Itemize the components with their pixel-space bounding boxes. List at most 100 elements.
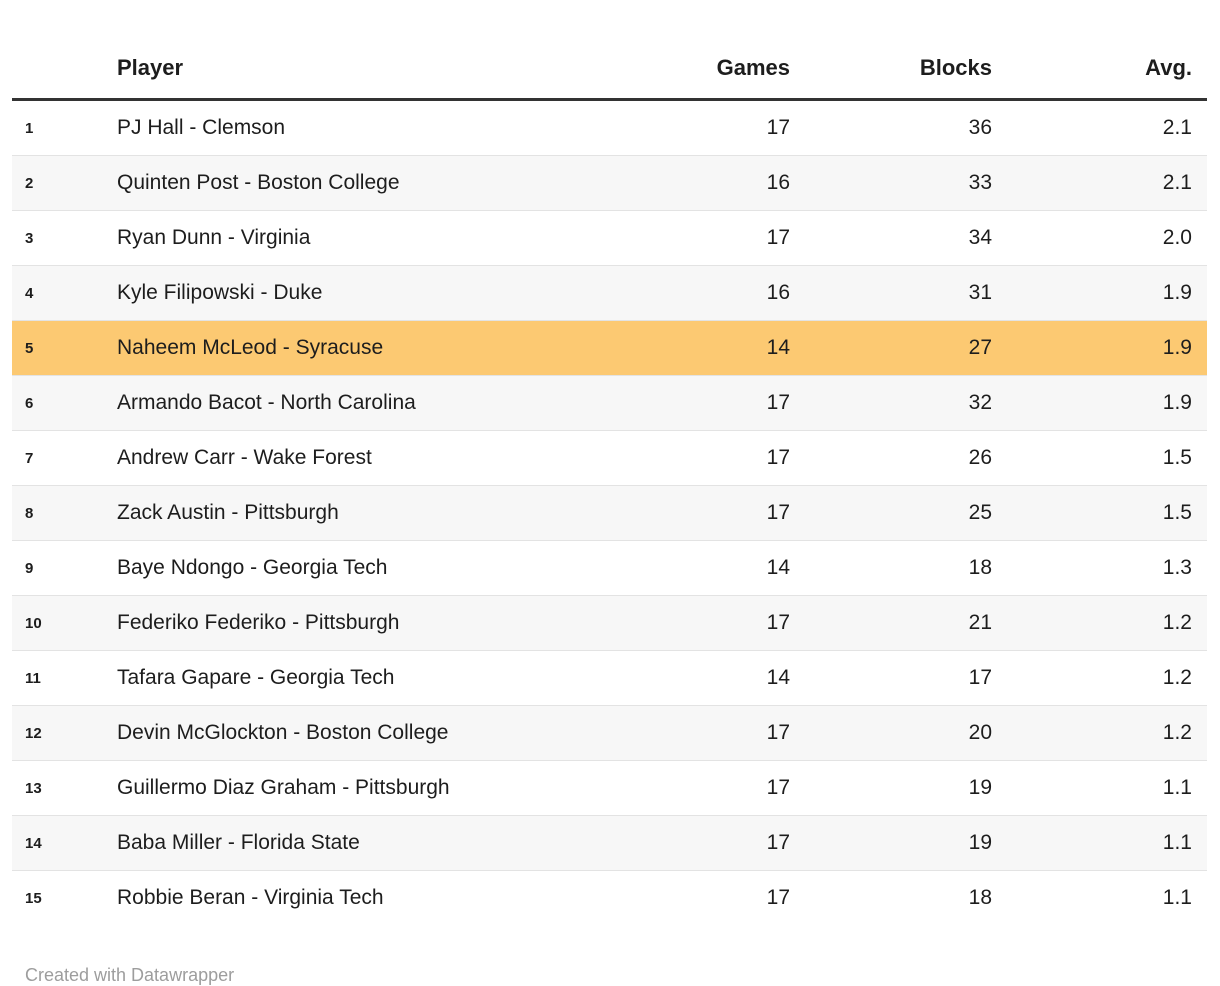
blocks-cell: 18 [805,870,1007,925]
rank-cell: 5 [12,320,117,376]
avg-cell: 1.3 [1007,540,1207,596]
blocks-cell: 33 [805,155,1007,211]
avg-cell: 1.1 [1007,760,1207,816]
blocks-cell: 34 [805,210,1007,266]
table-row: 4 Kyle Filipowski - Duke 16 31 1.9 [12,265,1207,321]
rank-cell: 13 [12,760,117,816]
rank-cell: 10 [12,595,117,651]
rank-cell: 2 [12,155,117,211]
rank-cell: 4 [12,265,117,321]
games-cell: 14 [605,320,805,376]
table-body: 1 PJ Hall - Clemson 17 36 2.1 2 Quinten … [12,100,1207,925]
header-player: Player [117,38,605,101]
blocks-cell: 20 [805,705,1007,761]
blocks-cell: 21 [805,595,1007,651]
blocks-cell: 17 [805,650,1007,706]
games-cell: 17 [766,116,790,139]
games-cell: 17 [605,815,805,871]
table-header: Player Games Blocks Avg. [12,38,1207,101]
blocks-cell: 19 [805,760,1007,816]
blocks-cell: 25 [805,485,1007,541]
header-rank [12,38,117,101]
table-row: 5 Naheem McLeod - Syracuse 14 27 1.9 [12,320,1207,376]
rank-cell: 12 [12,705,117,761]
player-cell: PJ Hall - Clemson [117,116,286,139]
avg-cell: 2.1 [1007,155,1207,211]
avg-cell: 1.9 [1007,320,1207,376]
games-cell: 14 [605,540,805,596]
header-blocks: Blocks [805,38,1007,101]
blocks-cell: 19 [805,815,1007,871]
player-cell: Zack Austin - Pittsburgh [117,485,605,541]
blocks-cell: 31 [805,265,1007,321]
games-cell: 17 [605,705,805,761]
player-cell: Kyle Filipowski - Duke [117,265,605,321]
games-cell: 14 [605,650,805,706]
blocks-cell: 26 [805,430,1007,486]
player-cell: Quinten Post - Boston College [117,155,605,211]
rank-cell: 11 [12,650,117,706]
games-cell: 17 [605,210,805,266]
table-row: 8 Zack Austin - Pittsburgh 17 25 1.5 [12,485,1207,541]
avg-cell: 1.9 [1007,265,1207,321]
games-cell: 16 [605,265,805,321]
avg-cell: 1.1 [1007,870,1207,925]
avg-cell: 1.1 [1007,815,1207,871]
table-row: 9 Baye Ndongo - Georgia Tech 14 18 1.3 [12,540,1207,596]
table-row: 11 Tafara Gapare - Georgia Tech 14 17 1.… [12,650,1207,706]
games-cell: 17 [605,870,805,925]
avg-cell: 1.2 [1007,595,1207,651]
player-cell: Baba Miller - Florida State [117,815,605,871]
player-cell: Naheem McLeod - Syracuse [117,320,605,376]
rank-cell: 9 [12,540,117,596]
table-row: 10 Federiko Federiko - Pittsburgh 17 21 … [12,595,1207,651]
table-row: 3 Ryan Dunn - Virginia 17 34 2.0 [12,210,1207,266]
games-cell: 16 [605,155,805,211]
avg-cell: 1.2 [1007,705,1207,761]
rank-cell: 7 [12,430,117,486]
player-cell: Robbie Beran - Virginia Tech [117,870,605,925]
games-cell: 17 [605,595,805,651]
blocks-leaders-table: Player Games Blocks Avg. 1 PJ Hall - Cle… [12,38,1207,925]
table-row: 6 Armando Bacot - North Carolina 17 32 1… [12,375,1207,431]
player-cell: Armando Bacot - North Carolina [117,375,605,431]
table-row: 14 Baba Miller - Florida State 17 19 1.1 [12,815,1207,871]
avg-cell: 1.2 [1007,650,1207,706]
player-cell: Baye Ndongo - Georgia Tech [117,540,605,596]
games-cell: 17 [605,430,805,486]
blocks-cell: 32 [805,375,1007,431]
player-cell: Federiko Federiko - Pittsburgh [117,595,605,651]
player-cell: Tafara Gapare - Georgia Tech [117,650,605,706]
rank-cell: 15 [12,870,117,925]
table-row: 12 Devin McGlockton - Boston College 17 … [12,705,1207,761]
avg-cell: 1.9 [1007,375,1207,431]
avg-cell: 1.5 [1007,430,1207,486]
rank-cell: 8 [12,485,117,541]
games-cell: 17 [605,485,805,541]
rank-cell: 6 [12,375,117,431]
avg-cell: 2.0 [1007,210,1207,266]
rank-cell: 1 [25,119,34,137]
games-cell: 17 [605,375,805,431]
header-games: Games [605,38,805,101]
avg-cell: 1.5 [1007,485,1207,541]
rank-cell: 3 [12,210,117,266]
table-row: 13 Guillermo Diaz Graham - Pittsburgh 17… [12,760,1207,816]
datawrapper-credit-link[interactable]: Created with Datawrapper [25,965,235,985]
table-row: 15 Robbie Beran - Virginia Tech 17 18 1.… [12,870,1207,925]
table-row: 7 Andrew Carr - Wake Forest 17 26 1.5 [12,430,1207,486]
header-row: Player Games Blocks Avg. [12,38,1207,101]
rank-cell: 14 [12,815,117,871]
games-cell: 17 [605,760,805,816]
player-cell: Guillermo Diaz Graham - Pittsburgh [117,760,605,816]
player-cell: Devin McGlockton - Boston College [117,705,605,761]
table-row: 1 PJ Hall - Clemson 17 36 2.1 [12,100,1207,156]
player-cell: Ryan Dunn - Virginia [117,210,605,266]
blocks-cell: 36 [968,116,992,139]
player-cell: Andrew Carr - Wake Forest [117,430,605,486]
blocks-cell: 27 [805,320,1007,376]
avg-cell: 2.1 [1162,116,1192,139]
blocks-cell: 18 [805,540,1007,596]
header-avg: Avg. [1007,38,1207,101]
